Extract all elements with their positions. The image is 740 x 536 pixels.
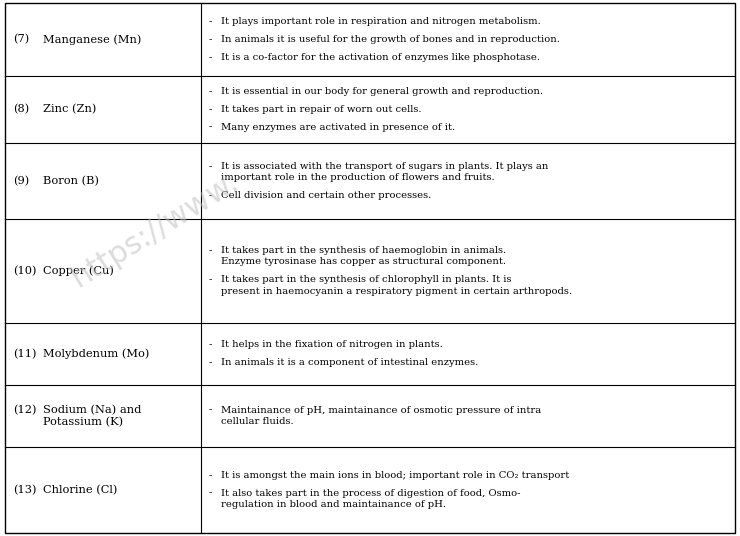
Text: In animals it is a component of intestinal enzymes.: In animals it is a component of intestin… (221, 358, 478, 367)
Text: Chlorine (Cl): Chlorine (Cl) (43, 485, 118, 495)
Text: -: - (209, 276, 212, 284)
Text: It is essential in our body for general growth and reproduction.: It is essential in our body for general … (221, 87, 542, 96)
Text: (10): (10) (13, 266, 36, 276)
Text: (11): (11) (13, 348, 36, 359)
Text: https://www.: https://www. (66, 167, 243, 293)
Text: -: - (209, 358, 212, 367)
Text: It helps in the fixation of nitrogen in plants.: It helps in the fixation of nitrogen in … (221, 340, 443, 349)
Text: present in haemocyanin a respiratory pigment in certain arthropods.: present in haemocyanin a respiratory pig… (221, 287, 571, 296)
Text: -: - (209, 53, 212, 62)
Text: (12): (12) (13, 405, 36, 415)
Text: In animals it is useful for the growth of bones and in reproduction.: In animals it is useful for the growth o… (221, 35, 559, 44)
Text: It is amongst the main ions in blood; important role in CO₂ transport: It is amongst the main ions in blood; im… (221, 471, 569, 480)
Text: It takes part in repair of worn out cells.: It takes part in repair of worn out cell… (221, 105, 421, 114)
Text: Potassium (K): Potassium (K) (43, 416, 123, 427)
Text: It takes part in the synthesis of haemoglobin in animals.: It takes part in the synthesis of haemog… (221, 246, 505, 255)
Text: (7): (7) (13, 34, 30, 44)
Text: Enzyme tyrosinase has copper as structural component.: Enzyme tyrosinase has copper as structur… (221, 257, 505, 266)
Text: It takes part in the synthesis of chlorophyll in plants. It is: It takes part in the synthesis of chloro… (221, 276, 511, 284)
Text: -: - (209, 191, 212, 200)
Text: Sodium (Na) and: Sodium (Na) and (43, 405, 141, 415)
Text: -: - (209, 105, 212, 114)
Text: Many enzymes are activated in presence of it.: Many enzymes are activated in presence o… (221, 123, 455, 131)
Text: Manganese (Mn): Manganese (Mn) (43, 34, 141, 44)
Text: cellular fluids.: cellular fluids. (221, 417, 293, 426)
Text: It is associated with the transport of sugars in plants. It plays an: It is associated with the transport of s… (221, 162, 548, 171)
Text: important role in the production of flowers and fruits.: important role in the production of flow… (221, 173, 494, 182)
Text: Copper (Cu): Copper (Cu) (43, 266, 114, 276)
Text: It also takes part in the process of digestion of food, Osmo-: It also takes part in the process of dig… (221, 489, 520, 497)
Text: -: - (209, 87, 212, 96)
Text: regulation in blood and maintainance of pH.: regulation in blood and maintainance of … (221, 500, 445, 509)
Text: Maintainance of pH, maintainance of osmotic pressure of intra: Maintainance of pH, maintainance of osmo… (221, 406, 541, 414)
Text: -: - (209, 471, 212, 480)
Text: (8): (8) (13, 104, 30, 114)
Text: Molybdenum (Mo): Molybdenum (Mo) (43, 348, 149, 359)
Text: -: - (209, 406, 212, 414)
Text: -: - (209, 35, 212, 44)
Text: -: - (209, 17, 212, 26)
Text: (13): (13) (13, 485, 36, 495)
Text: It is a co-factor for the activation of enzymes like phosphotase.: It is a co-factor for the activation of … (221, 53, 539, 62)
Text: -: - (209, 489, 212, 497)
Text: It plays important role in respiration and nitrogen metabolism.: It plays important role in respiration a… (221, 17, 540, 26)
Text: Boron (B): Boron (B) (43, 176, 99, 186)
Text: Zinc (Zn): Zinc (Zn) (43, 104, 96, 114)
Text: (9): (9) (13, 176, 30, 186)
Text: -: - (209, 123, 212, 131)
Text: -: - (209, 246, 212, 255)
Text: -: - (209, 162, 212, 171)
Text: Cell division and certain other processes.: Cell division and certain other processe… (221, 191, 431, 200)
Text: -: - (209, 340, 212, 349)
